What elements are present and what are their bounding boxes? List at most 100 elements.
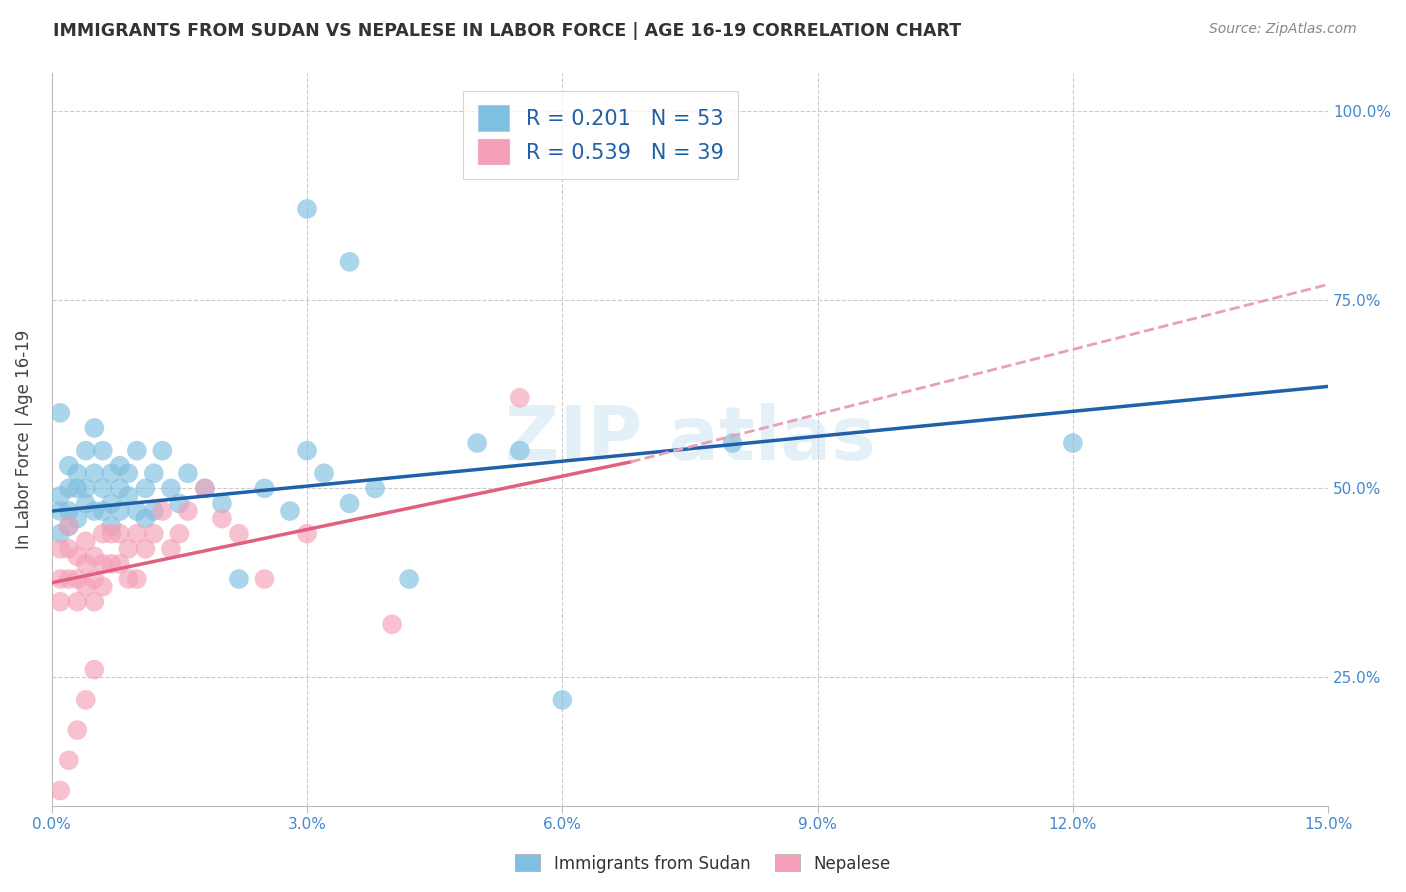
Nepalese — [66, 595, 89, 609]
Immigrants from Sudan — [75, 482, 97, 496]
Immigrants from Sudan — [228, 572, 250, 586]
Nepalese — [142, 526, 165, 541]
Nepalese — [100, 557, 122, 571]
Nepalese — [295, 526, 318, 541]
Immigrants from Sudan — [177, 467, 200, 481]
Immigrants from Sudan — [339, 496, 361, 510]
Nepalese — [125, 526, 148, 541]
Nepalese — [66, 723, 89, 737]
Immigrants from Sudan — [83, 421, 105, 435]
Immigrants from Sudan — [295, 202, 318, 216]
Immigrants from Sudan — [58, 482, 80, 496]
Nepalese — [108, 526, 131, 541]
Immigrants from Sudan — [364, 482, 387, 496]
Text: IMMIGRANTS FROM SUDAN VS NEPALESE IN LABOR FORCE | AGE 16-19 CORRELATION CHART: IMMIGRANTS FROM SUDAN VS NEPALESE IN LAB… — [53, 22, 962, 40]
Immigrants from Sudan — [169, 496, 191, 510]
Immigrants from Sudan — [125, 443, 148, 458]
Nepalese — [58, 753, 80, 767]
Immigrants from Sudan — [1062, 436, 1084, 450]
Nepalese — [75, 557, 97, 571]
Immigrants from Sudan — [100, 467, 122, 481]
Nepalese — [83, 663, 105, 677]
Nepalese — [49, 541, 72, 556]
Y-axis label: In Labor Force | Age 16-19: In Labor Force | Age 16-19 — [15, 330, 32, 549]
Immigrants from Sudan — [142, 504, 165, 518]
Nepalese — [75, 580, 97, 594]
Immigrants from Sudan — [49, 489, 72, 503]
Immigrants from Sudan — [100, 519, 122, 533]
Nepalese — [75, 693, 97, 707]
Text: Source: ZipAtlas.com: Source: ZipAtlas.com — [1209, 22, 1357, 37]
Immigrants from Sudan — [295, 443, 318, 458]
Immigrants from Sudan — [339, 254, 361, 268]
Nepalese — [177, 504, 200, 518]
Nepalese — [381, 617, 404, 632]
Nepalese — [194, 482, 217, 496]
Immigrants from Sudan — [83, 504, 105, 518]
Nepalese — [91, 580, 114, 594]
Nepalese — [91, 557, 114, 571]
Immigrants from Sudan — [398, 572, 420, 586]
Immigrants from Sudan — [142, 467, 165, 481]
Immigrants from Sudan — [49, 406, 72, 420]
Immigrants from Sudan — [465, 436, 488, 450]
Immigrants from Sudan — [134, 511, 156, 525]
Immigrants from Sudan — [49, 504, 72, 518]
Nepalese — [58, 572, 80, 586]
Nepalese — [150, 504, 173, 518]
Nepalese — [49, 572, 72, 586]
Nepalese — [100, 526, 122, 541]
Immigrants from Sudan — [58, 504, 80, 518]
Nepalese — [134, 541, 156, 556]
Nepalese — [91, 526, 114, 541]
Immigrants from Sudan — [194, 482, 217, 496]
Immigrants from Sudan — [125, 504, 148, 518]
Nepalese — [117, 572, 139, 586]
Immigrants from Sudan — [83, 467, 105, 481]
Immigrants from Sudan — [150, 443, 173, 458]
Immigrants from Sudan — [160, 482, 183, 496]
Immigrants from Sudan — [108, 504, 131, 518]
Nepalese — [160, 541, 183, 556]
Immigrants from Sudan — [100, 496, 122, 510]
Immigrants from Sudan — [253, 482, 276, 496]
Nepalese — [83, 549, 105, 564]
Nepalese — [228, 526, 250, 541]
Nepalese — [58, 519, 80, 533]
Immigrants from Sudan — [721, 436, 744, 450]
Immigrants from Sudan — [66, 482, 89, 496]
Immigrants from Sudan — [75, 496, 97, 510]
Nepalese — [117, 541, 139, 556]
Nepalese — [49, 595, 72, 609]
Legend: R = 0.201   N = 53, R = 0.539   N = 39: R = 0.201 N = 53, R = 0.539 N = 39 — [463, 91, 738, 179]
Immigrants from Sudan — [108, 482, 131, 496]
Nepalese — [66, 572, 89, 586]
Immigrants from Sudan — [312, 467, 335, 481]
Immigrants from Sudan — [58, 519, 80, 533]
Immigrants from Sudan — [91, 482, 114, 496]
Immigrants from Sudan — [75, 443, 97, 458]
Immigrants from Sudan — [91, 504, 114, 518]
Nepalese — [211, 511, 233, 525]
Immigrants from Sudan — [108, 458, 131, 473]
Nepalese — [83, 572, 105, 586]
Immigrants from Sudan — [211, 496, 233, 510]
Nepalese — [509, 391, 531, 405]
Nepalese — [83, 595, 105, 609]
Nepalese — [125, 572, 148, 586]
Immigrants from Sudan — [66, 467, 89, 481]
Immigrants from Sudan — [117, 489, 139, 503]
Text: ZIP atlas: ZIP atlas — [505, 403, 876, 475]
Immigrants from Sudan — [117, 467, 139, 481]
Immigrants from Sudan — [509, 443, 531, 458]
Nepalese — [58, 541, 80, 556]
Legend: Immigrants from Sudan, Nepalese: Immigrants from Sudan, Nepalese — [509, 847, 897, 880]
Immigrants from Sudan — [58, 458, 80, 473]
Nepalese — [75, 534, 97, 549]
Immigrants from Sudan — [91, 443, 114, 458]
Immigrants from Sudan — [66, 511, 89, 525]
Immigrants from Sudan — [134, 482, 156, 496]
Immigrants from Sudan — [49, 526, 72, 541]
Nepalese — [253, 572, 276, 586]
Immigrants from Sudan — [278, 504, 301, 518]
